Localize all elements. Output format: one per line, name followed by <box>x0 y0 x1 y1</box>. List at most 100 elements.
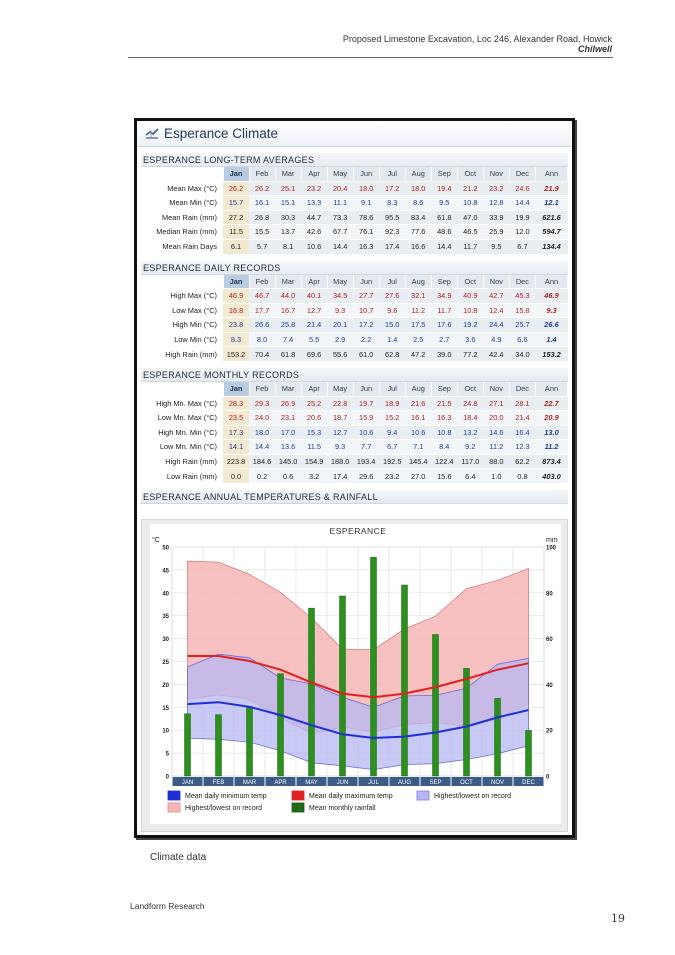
table-cell: 6.6 <box>509 331 536 347</box>
figure-caption: Climate data <box>150 852 207 863</box>
rainfall-bar <box>277 673 284 777</box>
table-cell: 24.8 <box>457 395 484 411</box>
row-label: Median Rain (mm) <box>141 224 223 239</box>
month-header: Sep <box>431 274 458 289</box>
rainfall-bar <box>184 713 191 777</box>
table-cell: 12.7 <box>327 424 354 440</box>
legend-swatch <box>291 802 305 813</box>
month-header: Aug <box>405 274 432 289</box>
table-cell: 27.1 <box>483 395 510 411</box>
table-cell: 23.1 <box>275 410 302 425</box>
table-row: Low Mn. Min (°C) 14.1 14.4 13.6 11.5 9.3 7.7 6.… <box>141 439 568 454</box>
table-cell: 22.8 <box>327 395 354 411</box>
table-cell: 873.4 <box>535 453 568 469</box>
table-cell: 23.2 <box>379 468 406 483</box>
table-cell: 134.4 <box>535 238 568 254</box>
month-strip-cell <box>234 777 265 786</box>
page-number: 19 <box>611 912 625 925</box>
table-cell: 15.1 <box>275 195 302 210</box>
table-row: Median Rain (mm) 11.5 15.5 13.7 42.6 67.7 76.1… <box>141 224 568 239</box>
month-label: AUG <box>398 780 411 786</box>
month-strip-cell <box>482 777 513 786</box>
row-label: Low Min (°C) <box>141 331 223 347</box>
table-cell: 11.7 <box>431 302 458 318</box>
row-label: High Mn. Min (°C) <box>141 424 223 440</box>
table-cell: 46.7 <box>249 288 276 303</box>
table-cell: 20.1 <box>327 317 354 332</box>
month-strip-cell <box>420 777 451 786</box>
table-cell: 21.5 <box>431 395 458 411</box>
table-cell: 46.5 <box>457 224 484 239</box>
table-cell: 15.9 <box>353 410 380 425</box>
table-cell: 1.4 <box>535 331 568 347</box>
table-cell: 145.0 <box>275 453 302 469</box>
table-cell: 9.2 <box>457 439 484 454</box>
table-cell: 13.3 <box>301 195 328 210</box>
month-label: APR <box>274 780 287 786</box>
table-cell: 76.1 <box>353 224 380 239</box>
month-header: Dec <box>509 382 537 396</box>
table-cell: 21.9 <box>535 180 568 196</box>
table-cell: 13.7 <box>275 224 302 239</box>
row-label: High Mn. Max (°C) <box>141 395 223 411</box>
table-cell: 16.1 <box>405 410 432 425</box>
table-cell: 12.1 <box>535 195 568 210</box>
table-cell: 20.9 <box>535 410 568 425</box>
table-cell: 153.2 <box>535 346 568 361</box>
table-cell: 19.4 <box>431 180 458 196</box>
table-cell: 42.7 <box>483 288 510 303</box>
right-tick-label: 40 <box>546 683 553 689</box>
rainfall-bar <box>494 698 501 777</box>
rainfall-bar <box>370 557 377 777</box>
table-cell: 18.0 <box>249 424 276 440</box>
daily-records-section: ESPERANCE DAILY RECORDS Jan Feb Mar Apr May J… <box>141 260 568 361</box>
row-label: Low Rain (mm) <box>141 468 223 483</box>
table-header-row: Jan Feb Mar Apr May Jun Jul Aug Sep Oct Nov Dec Ann <box>141 274 568 289</box>
table-cell: 70.4 <box>249 346 276 361</box>
table-cell: 25.1 <box>275 180 302 196</box>
table-cell: 9.4 <box>379 424 406 440</box>
table-cell: 117.0 <box>457 453 484 469</box>
table-cell: 61.8 <box>275 346 302 361</box>
rainfall-bar <box>401 584 408 777</box>
table-cell: 2.2 <box>353 331 380 347</box>
table-cell: 27.7 <box>353 288 380 303</box>
right-tick-label: 20 <box>546 729 553 735</box>
long-term-averages-table: Jan Feb Mar Apr May Jun Jul Aug Sep Oct Nov Dec Ann M… <box>141 167 568 254</box>
month-header: Oct <box>457 167 484 181</box>
table-row: High Min (°C) 23.8 26.6 25.8 21.4 20.1 17.2 15.… <box>141 317 568 332</box>
month-header: Ann <box>535 382 568 396</box>
long-term-averages-section: ESPERANCE LONG-TERM AVERAGES Jan Feb Mar Ap… <box>141 153 568 254</box>
row-label: Low Max (°C) <box>141 302 223 318</box>
left-tick-label: 20 <box>162 683 169 689</box>
table-cell: 34.9 <box>431 288 458 303</box>
table-cell: 11.5 <box>223 224 250 239</box>
table-cell: 18.4 <box>457 410 484 425</box>
table-cell: 184.6 <box>249 453 276 469</box>
table-cell: 45.3 <box>509 288 536 303</box>
table-cell: 153.2 <box>223 346 250 361</box>
left-tick-label: 50 <box>162 546 169 552</box>
table-cell: 9.1 <box>353 195 380 210</box>
right-tick-label: 0 <box>546 775 550 781</box>
month-label: OCT <box>460 780 473 786</box>
left-tick-label: 15 <box>162 706 169 712</box>
month-header: Aug <box>405 382 432 396</box>
table-row: Low Max (°C) 16.8 17.7 16.7 12.7 9.3 10.7 9.6 11… <box>141 302 568 318</box>
table-cell: 193.4 <box>353 453 380 469</box>
table-cell: 44.7 <box>301 209 328 225</box>
table-cell: 8.4 <box>431 439 458 454</box>
table-cell: 40.1 <box>301 288 328 303</box>
table-cell: 67.7 <box>327 224 354 239</box>
table-cell: 23.8 <box>223 317 250 332</box>
table-cell: 25.2 <box>301 395 328 411</box>
table-cell: 11.2 <box>483 439 510 454</box>
table-cell: 15.6 <box>431 468 458 483</box>
month-header: Feb <box>249 167 276 181</box>
month-strip-cell <box>451 777 482 786</box>
table-cell: 18.9 <box>379 395 406 411</box>
table-cell: 12.3 <box>509 439 536 454</box>
table-cell: 10.8 <box>431 424 458 440</box>
row-label: Mean Rain Days <box>141 238 223 254</box>
table-cell: 8.3 <box>379 195 406 210</box>
